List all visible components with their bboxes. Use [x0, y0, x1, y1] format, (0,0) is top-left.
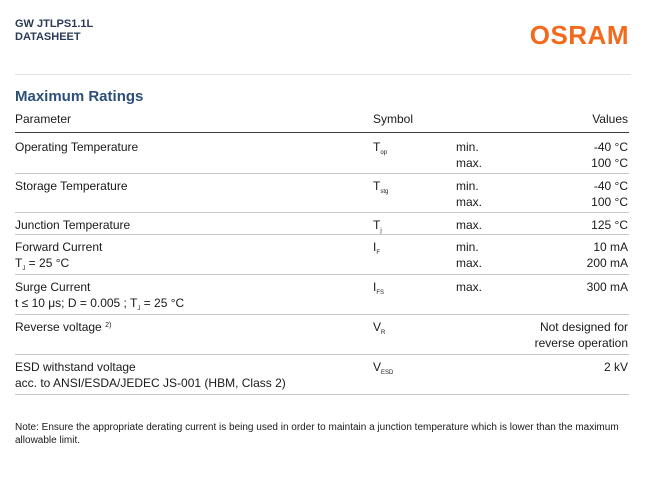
symbol: Top [373, 140, 388, 156]
header-values: Values [592, 112, 628, 126]
param-label: Operating Temperature [15, 140, 139, 154]
param-condition: TJ = 25 °C [15, 256, 70, 272]
min-label: min. [456, 240, 479, 254]
table-row: Storage Temperature Tstg min. -40 °C max… [15, 174, 629, 213]
header-parameter: Parameter [15, 112, 72, 126]
symbol: VR [373, 320, 386, 336]
ratings-table: Parameter Symbol Values Operating Temper… [15, 109, 629, 395]
max-value: 100 °C [591, 156, 628, 170]
table-row: Forward Current TJ = 25 °C IF min. 10 mA… [15, 235, 629, 275]
product-name: GW JTLPS1.1L [15, 18, 94, 30]
min-label: min. [456, 179, 479, 193]
symbol: IFS [373, 280, 385, 296]
param-label: Surge Current [15, 280, 91, 294]
param-label: ESD withstand voltage [15, 360, 136, 374]
max-value: 200 mA [586, 256, 628, 270]
param-label: Storage Temperature [15, 179, 128, 193]
footnote-marker: 2) [105, 322, 112, 329]
value-line-1: Not designed for [539, 320, 628, 334]
max-value: 300 mA [586, 280, 628, 294]
min-value: -40 °C [593, 179, 628, 193]
param-label: Forward Current [15, 240, 103, 254]
section-title: Maximum Ratings [15, 88, 144, 105]
min-value: -40 °C [593, 140, 628, 154]
osram-logo: OSRAM [529, 20, 629, 50]
symbol: VESD [373, 360, 394, 376]
max-label: max. [456, 256, 483, 270]
derating-note: Note: Ensure the appropriate derating cu… [15, 422, 619, 446]
param-label: Junction Temperature [15, 218, 131, 232]
symbol: IF [373, 240, 381, 256]
document-type: DATASHEET [15, 31, 81, 43]
table-row: Operating Temperature Top min. -40 °C ma… [15, 133, 629, 174]
symbol: Tstg [373, 179, 389, 195]
param-condition: acc. to ANSI/ESDA/JEDEC JS-001 (HBM, Cla… [15, 376, 286, 390]
header-divider [15, 74, 631, 75]
max-value: 100 °C [591, 195, 628, 209]
value-line-2: reverse operation [534, 336, 628, 350]
table-row: Reverse voltage 2) VR Not designed for r… [15, 315, 629, 355]
param-condition: t ≤ 10 μs; D = 0.005 ; TJ = 25 °C [15, 296, 185, 312]
table-header-row: Parameter Symbol Values [15, 109, 629, 133]
table-row: Surge Current t ≤ 10 μs; D = 0.005 ; TJ … [15, 275, 629, 315]
param-label: Reverse voltage 2) [15, 320, 112, 334]
min-value: 10 mA [593, 240, 628, 254]
table-row: Junction Temperature Tj max. 125 °C [15, 213, 629, 235]
max-label: max. [456, 280, 483, 294]
max-label: max. [456, 195, 483, 209]
table-row: ESD withstand voltage acc. to ANSI/ESDA/… [15, 355, 629, 395]
max-value: 125 °C [591, 218, 628, 232]
symbol: Tj [373, 218, 382, 234]
value: 2 kV [603, 360, 628, 374]
max-label: max. [456, 156, 483, 170]
max-label: max. [456, 218, 483, 232]
header-symbol: Symbol [373, 112, 414, 126]
min-label: min. [456, 140, 479, 154]
